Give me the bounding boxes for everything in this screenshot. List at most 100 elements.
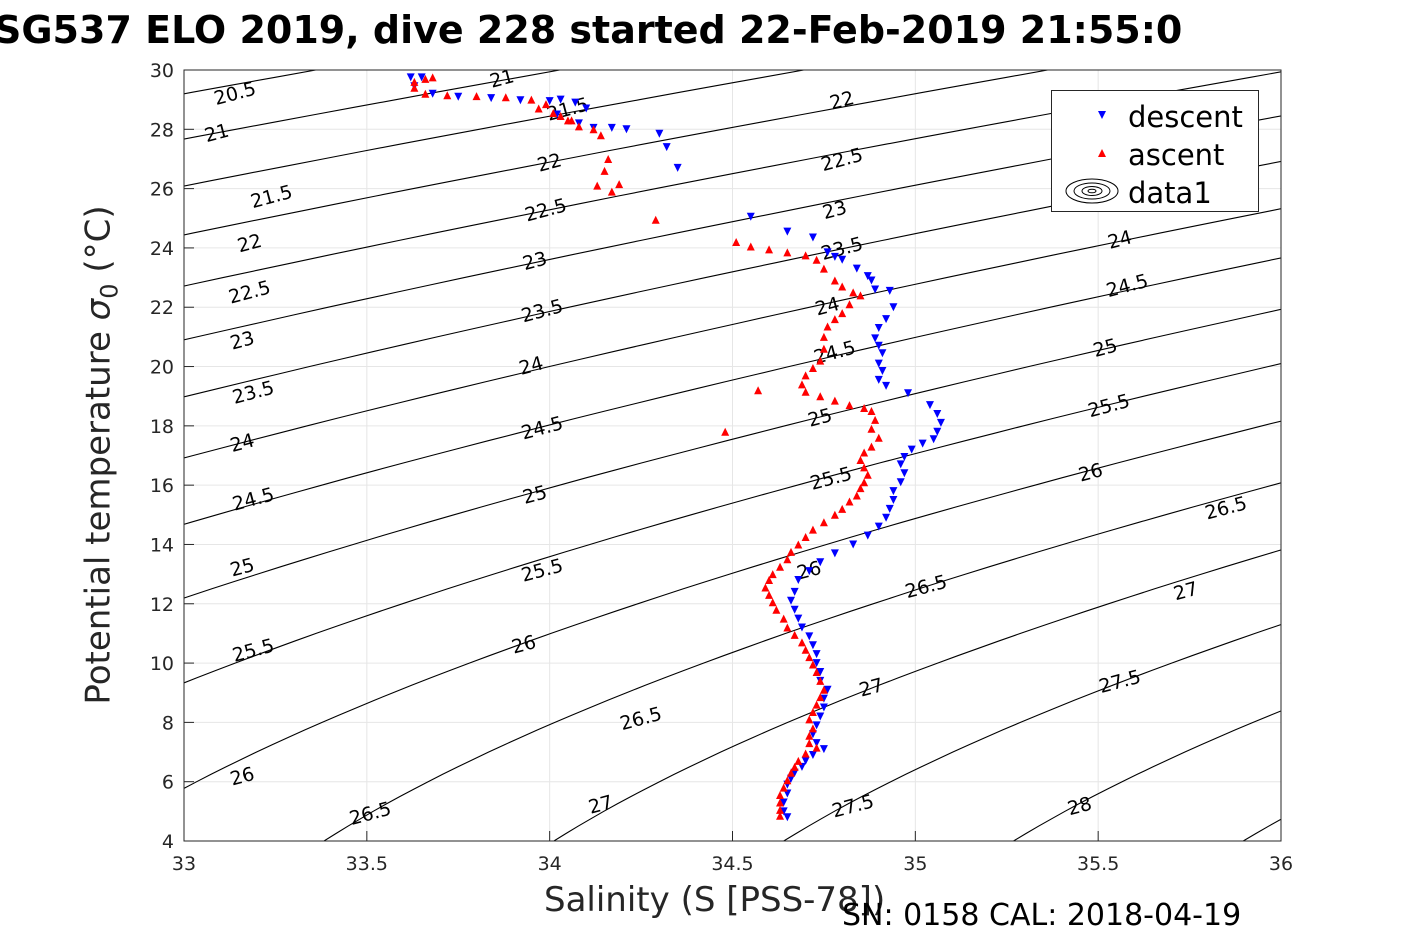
ascent-point bbox=[838, 282, 847, 291]
descent-point bbox=[933, 409, 942, 418]
chart-title: SG537 ELO 2019, dive 228 started 22-Feb-… bbox=[0, 8, 1183, 52]
contour-label: 22.5 bbox=[819, 144, 866, 176]
ascent-point bbox=[772, 605, 781, 614]
ascent-point bbox=[556, 111, 565, 120]
descent-point bbox=[783, 813, 792, 822]
descent-point bbox=[882, 513, 891, 522]
legend-label-ascent: ascent bbox=[1128, 138, 1225, 172]
x-tick-label: 34.5 bbox=[711, 853, 753, 875]
descent-point bbox=[823, 248, 832, 257]
contour-label: 23.5 bbox=[519, 295, 566, 327]
descent-point bbox=[878, 349, 887, 358]
descent-point bbox=[790, 605, 799, 614]
contour-label: 24.5 bbox=[230, 483, 277, 515]
ascent-point bbox=[783, 555, 792, 564]
ascent-point bbox=[776, 805, 785, 814]
contour-label: 24.5 bbox=[1104, 270, 1151, 302]
ascent-point bbox=[860, 478, 869, 487]
ascent-point bbox=[790, 762, 799, 771]
descent-point bbox=[783, 227, 792, 236]
descent-point bbox=[779, 798, 788, 807]
ascent-point bbox=[593, 181, 602, 190]
ascent-point bbox=[768, 570, 777, 579]
y-tick-label: 26 bbox=[150, 179, 174, 201]
descent-point bbox=[805, 567, 814, 576]
density-contour-line bbox=[184, 363, 1281, 684]
descent-point bbox=[808, 751, 817, 760]
ascent-point bbox=[787, 547, 796, 556]
descent-point bbox=[830, 549, 839, 558]
descent-point bbox=[406, 73, 415, 82]
descent-point bbox=[801, 756, 810, 765]
descent-point bbox=[571, 98, 580, 107]
ascent-point bbox=[808, 724, 817, 733]
ascent-point bbox=[871, 415, 880, 424]
descent-point bbox=[812, 739, 821, 748]
ascent-point bbox=[768, 598, 777, 607]
descent-point bbox=[797, 623, 806, 632]
ascent-point bbox=[819, 264, 828, 273]
ascent-point bbox=[838, 309, 847, 318]
contour-label: 21.5 bbox=[248, 181, 295, 213]
ascent-point bbox=[604, 154, 613, 163]
descent-point bbox=[907, 445, 916, 454]
y-tick-label: 24 bbox=[150, 238, 174, 260]
contour-label: 26.5 bbox=[618, 703, 665, 735]
ascent-point bbox=[410, 83, 419, 92]
ascent-point bbox=[428, 73, 437, 82]
ascent-point bbox=[600, 166, 609, 175]
ascent-point bbox=[816, 693, 825, 702]
contour-icon bbox=[1065, 178, 1119, 204]
ascent-point bbox=[830, 276, 839, 285]
ascent-point bbox=[783, 623, 792, 632]
legend-item-ascent: ascent bbox=[1052, 134, 1258, 172]
y-axis-label-sigma: σ bbox=[78, 298, 119, 321]
contour-label: 24 bbox=[1105, 226, 1134, 254]
contour-label: 25.5 bbox=[230, 635, 277, 667]
y-tick-label: 12 bbox=[150, 594, 174, 616]
descent-point bbox=[673, 163, 682, 172]
ascent-point bbox=[812, 700, 821, 709]
x-tick-label: 35 bbox=[903, 853, 927, 875]
ascent-point bbox=[863, 470, 872, 479]
ascent-point bbox=[721, 427, 730, 436]
contour-label: 23 bbox=[820, 197, 849, 225]
contour-label: 22 bbox=[828, 87, 857, 115]
descent-point bbox=[816, 667, 825, 676]
contour-label: 25.5 bbox=[519, 555, 566, 587]
ascent-point bbox=[867, 424, 876, 433]
ascent-point bbox=[856, 291, 865, 300]
density-contour-line bbox=[1013, 710, 1281, 841]
descent-point bbox=[885, 286, 894, 295]
x-tick-label: 35.5 bbox=[1077, 853, 1119, 875]
ascent-point bbox=[797, 638, 806, 647]
ascent-point bbox=[845, 401, 854, 410]
ascent-point bbox=[574, 122, 583, 131]
ascent-point bbox=[867, 407, 876, 416]
descent-point bbox=[874, 341, 883, 350]
descent-point bbox=[929, 435, 938, 444]
density-contour-line bbox=[184, 70, 1048, 236]
ascent-point bbox=[856, 455, 865, 464]
descent-point bbox=[816, 558, 825, 567]
ascent-point bbox=[651, 215, 660, 224]
ascent-point bbox=[805, 653, 814, 662]
contour-label: 24 bbox=[517, 352, 546, 380]
ascent-point bbox=[787, 768, 796, 777]
descent-point bbox=[871, 334, 880, 343]
contour-label: 27 bbox=[857, 674, 886, 702]
ascent-point bbox=[527, 95, 536, 104]
ascent-point bbox=[542, 100, 551, 109]
descent-point bbox=[607, 123, 616, 132]
ascent-point bbox=[801, 387, 810, 396]
descent-point bbox=[787, 596, 796, 605]
descent-point bbox=[867, 276, 876, 285]
descent-point bbox=[417, 73, 426, 82]
ascent-point bbox=[794, 540, 803, 549]
contour-label: 27 bbox=[1171, 578, 1200, 606]
y-tick-label: 4 bbox=[162, 831, 174, 853]
ascent-point bbox=[860, 463, 869, 472]
ascent-point bbox=[830, 396, 839, 405]
contour-label: 21 bbox=[487, 65, 516, 93]
descent-point bbox=[805, 632, 814, 641]
